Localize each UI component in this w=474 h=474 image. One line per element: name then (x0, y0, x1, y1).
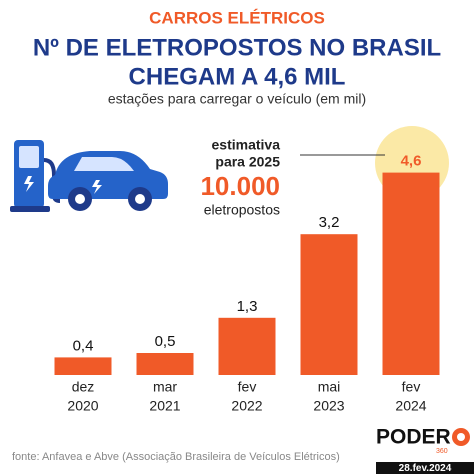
bar (382, 172, 440, 375)
x-tick-label: 2023 (313, 398, 344, 414)
chart-title: Nº DE ELETROPOSTOS NO BRASIL (33, 34, 441, 61)
annotation-text: estimativa (212, 137, 281, 153)
annotation-value: 10.000 (200, 171, 280, 201)
source: fonte: Anfavea e Abve (Associação Brasil… (12, 451, 340, 463)
value-label: 0,5 (155, 333, 176, 350)
x-tick-label: 2021 (149, 398, 180, 414)
bar (218, 317, 276, 375)
brand: PODER (376, 426, 451, 449)
value-label: 1,3 (237, 298, 258, 315)
bar (136, 353, 194, 375)
date-bar (376, 462, 474, 474)
brand-suffix: 360 (436, 448, 448, 455)
annotation-unit: eletropostos (204, 202, 280, 218)
value-label: 0,4 (73, 337, 94, 354)
date: 28.fev.2024 (399, 463, 452, 474)
value-label: 3,2 (319, 214, 340, 231)
annotation-text: para 2025 (215, 154, 280, 170)
x-tick-label: fev (238, 379, 257, 395)
kicker: CARROS ELÉTRICOS (149, 8, 325, 27)
subtitle: estações para carregar o veículo (em mil… (108, 91, 366, 107)
x-tick-label: 2022 (231, 398, 262, 414)
x-tick-label: fev (402, 379, 421, 395)
chart-title: CHEGAM A 4,6 MIL (129, 63, 346, 90)
x-tick-label: dez (72, 379, 95, 395)
brand-logo (457, 433, 465, 441)
ev-icon (10, 140, 168, 212)
bar (54, 357, 112, 375)
x-tick-label: mai (318, 379, 341, 395)
value-label: 4,6 (401, 153, 422, 170)
x-tick-label: 2024 (395, 398, 426, 414)
x-tick-label: mar (153, 379, 177, 395)
bar (300, 234, 358, 375)
x-tick-label: 2020 (67, 398, 98, 414)
